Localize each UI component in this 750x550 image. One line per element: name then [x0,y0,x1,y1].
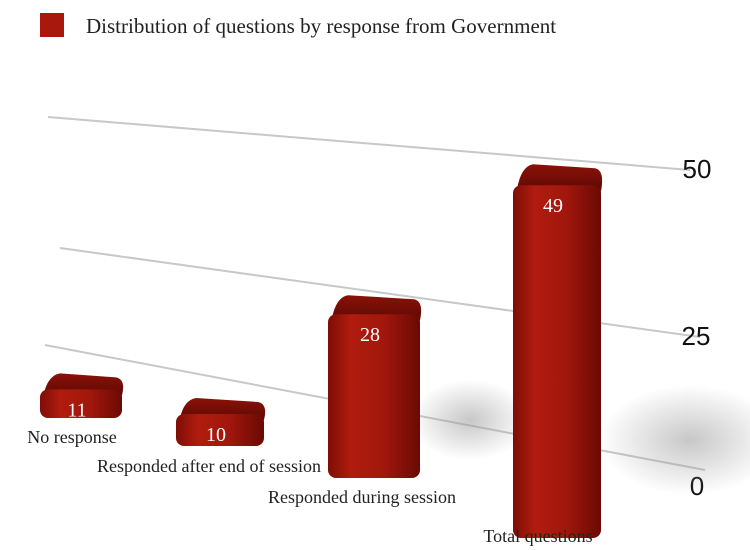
category-label: Total questions [483,526,592,546]
category-label: Responded after end of session [97,456,321,476]
bar-front [176,414,264,446]
legend-swatch [40,13,64,37]
bar-value-label: 28 [360,324,380,346]
bar-top [332,295,422,321]
category-label: Responded during session [268,487,456,507]
bar-value-label: 11 [67,399,86,421]
legend-label: Distribution of questions by response fr… [86,14,556,38]
bar-front [328,314,420,478]
bar-value-label: 49 [543,195,563,217]
bar-shadow [600,385,750,495]
bar-1: 11 [40,373,124,421]
bar-2: 10 [176,398,266,446]
x-axis-labels: No response Responded after end of sessio… [27,427,592,546]
bar-shadow [410,380,530,460]
bar-4: 49 [513,164,603,538]
y-tick-label: 25 [682,321,711,351]
bars: 11 10 28 49 [40,164,603,538]
category-label: No response [27,427,116,447]
bar-front [40,389,122,418]
gridline-50 [47,116,691,171]
y-tick-label: 50 [683,154,712,184]
bar-front [513,185,601,538]
legend: Distribution of questions by response fr… [40,13,556,38]
bar-shadows [410,380,750,495]
bar-top [517,164,603,192]
bar-value-label: 10 [206,424,226,446]
bar-3: 28 [328,295,422,478]
